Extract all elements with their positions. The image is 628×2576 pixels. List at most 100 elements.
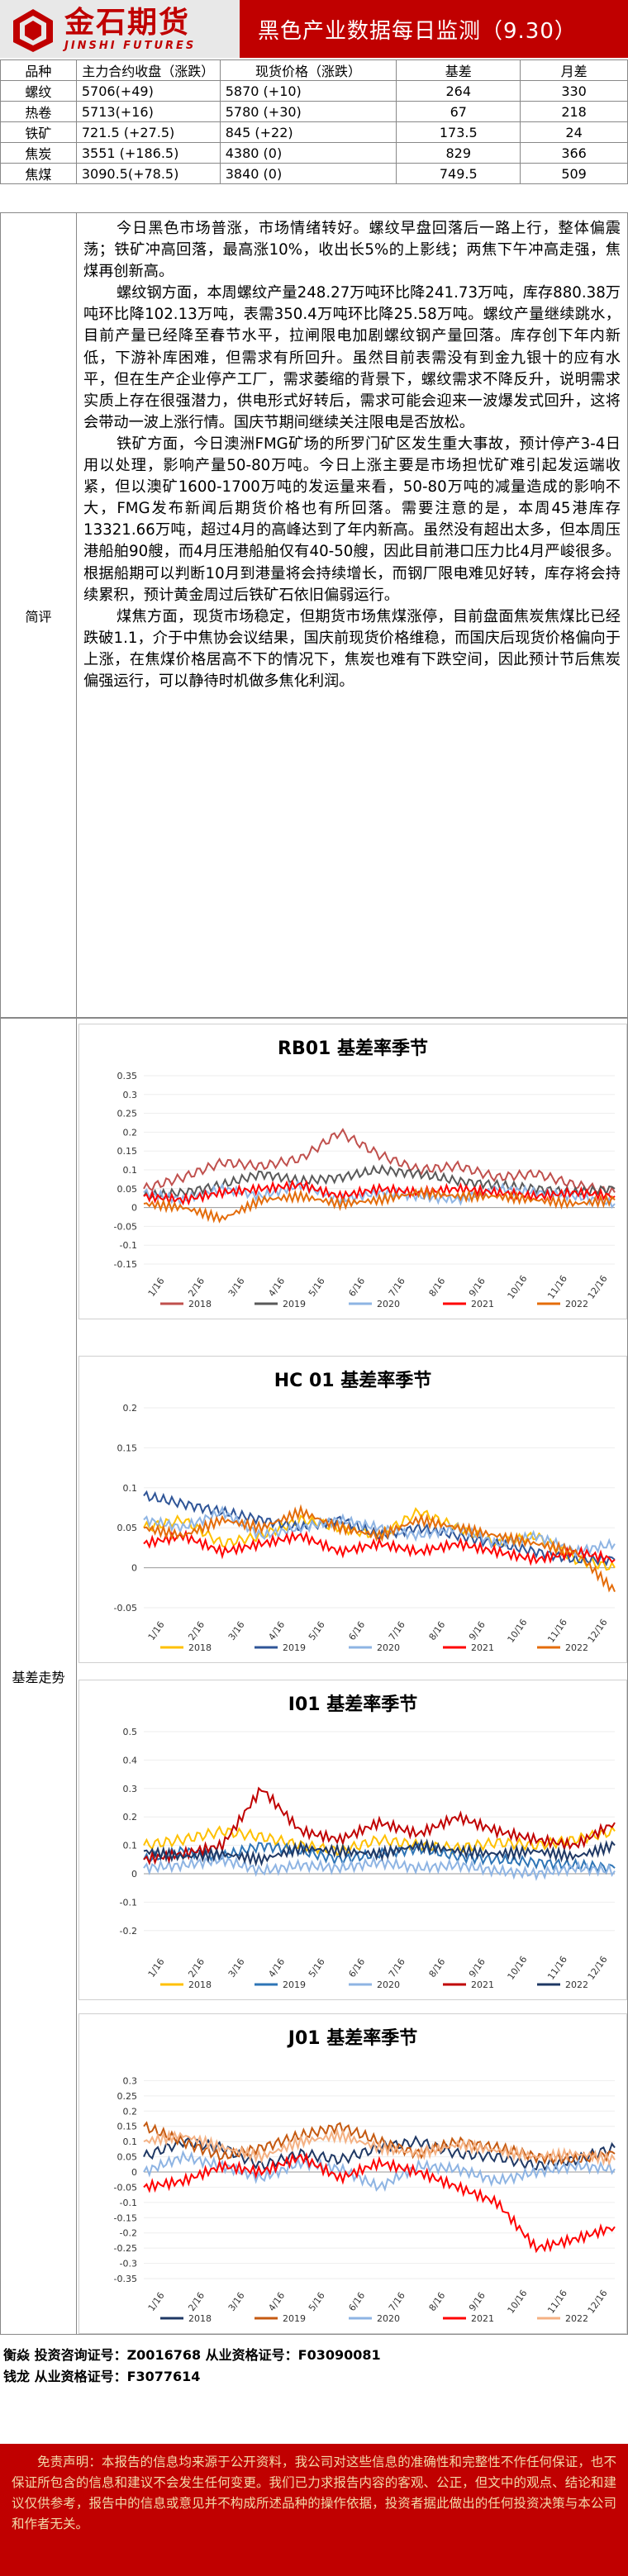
x-tick-label: 5/16 — [307, 1619, 327, 1642]
y-tick-label: 0 — [131, 2167, 137, 2178]
y-tick-label: 0.2 — [123, 1812, 138, 1823]
y-tick-label: -0.35 — [114, 2274, 137, 2284]
y-tick-label: -0.15 — [114, 1259, 137, 1270]
y-tick-label: 0.15 — [117, 2122, 138, 2132]
chart-title: RB01 基差率季节 — [278, 1038, 428, 1059]
x-tick-label: 6/16 — [346, 2290, 367, 2313]
x-tick-label: 1/16 — [146, 1276, 167, 1299]
y-tick-label: -0.3 — [120, 2259, 137, 2269]
report-title: 黑色产业数据每日监测（9.30） — [258, 18, 577, 44]
x-tick-label: 2/16 — [186, 1276, 207, 1299]
x-tick-label: 7/16 — [387, 1619, 407, 1642]
analyst-line: 钱龙 从业资格证号：F3077614 — [3, 2369, 201, 2384]
x-tick-label: 12/16 — [586, 1617, 610, 1644]
x-tick-label: 7/16 — [387, 1276, 407, 1299]
y-tick-label: 0.25 — [117, 1109, 138, 1119]
table-header-row: 品种 主力合约收盘（涨跌） 现货价格（涨跌） 基差 月差 — [0, 59, 628, 81]
chart-title: I01 基差率季节 — [288, 1694, 417, 1715]
y-tick-label: 0.15 — [117, 1146, 138, 1157]
series-line-2020 — [143, 2150, 616, 2193]
table-cell: 5870 (+10) — [219, 80, 397, 102]
table-cell: 热卷 — [0, 101, 77, 122]
table-cell: 5780 (+30) — [219, 101, 397, 122]
table-cell: 焦炭 — [0, 142, 77, 164]
table-cell: 749.5 — [396, 163, 521, 184]
column-header: 主力合约收盘（涨跌） — [75, 59, 221, 81]
y-tick-label: -0.05 — [114, 1221, 137, 1232]
y-tick-label: 0.35 — [117, 1071, 138, 1081]
charts-label: 基差走势 — [1, 1019, 77, 2334]
legend-label: 2022 — [565, 2313, 588, 2324]
table-row: 焦煤 3090.5(+78.5) 3840 (0) 749.5 509 — [0, 163, 628, 184]
x-tick-label: 3/16 — [226, 1619, 247, 1642]
rb01-basis-chart: RB01 基差率季节 0.35 0.3 0.25 0.2 0.15 0.1 0.05 0 -0.0… — [78, 1024, 627, 1319]
x-tick-label: 4/16 — [266, 1276, 287, 1299]
legend-label: 2021 — [471, 1980, 494, 1990]
y-tick-label: -0.2 — [120, 2228, 137, 2239]
y-tick-label: 0.2 — [123, 1127, 138, 1138]
y-tick-label: 0.2 — [123, 2106, 138, 2117]
x-tick-label: 8/16 — [427, 1276, 448, 1299]
commentary-paragraph: 煤焦方面，现货市场稳定，但期货市场焦煤涨停，目前盘面焦炭焦煤比已经跌破1.1，介… — [83, 607, 621, 690]
y-tick-label: 0.15 — [117, 1442, 138, 1453]
x-tick-label: 4/16 — [266, 1619, 287, 1642]
x-tick-label: 4/16 — [266, 1956, 287, 1980]
x-tick-label: 7/16 — [387, 2290, 407, 2313]
series-line-2018 — [143, 1825, 616, 1857]
x-tick-label: 11/16 — [545, 1617, 569, 1644]
series-line-2022 — [143, 1838, 616, 1867]
price-table: 品种 主力合约收盘（涨跌） 现货价格（涨跌） 基差 月差 螺纹 5706(+49… — [0, 59, 628, 184]
series-line-2020 — [143, 1504, 616, 1558]
y-tick-label: -0.1 — [120, 1240, 137, 1251]
table-cell: 3840 (0) — [219, 163, 397, 184]
i01-basis-chart: I01 基差率季节 0.5 0.4 0.3 0.2 0.1 0 -0.1 -0.2 1/16 2/1… — [78, 1680, 627, 2000]
y-tick-label: -0.05 — [114, 2182, 137, 2193]
series-line-2021 — [143, 1529, 616, 1566]
analyst-info: 衡焱 投资咨询证号：Z0016768 从业资格证号：F03090081 钱龙 从… — [3, 2345, 381, 2388]
table-cell: 509 — [520, 163, 628, 184]
x-tick-label: 1/16 — [146, 2290, 167, 2313]
legend-label: 2018 — [188, 2313, 212, 2324]
y-tick-label: -0.25 — [114, 2243, 137, 2254]
report-title-bar: 黑色产业数据每日监测（9.30） — [240, 0, 628, 58]
x-tick-label: 10/16 — [506, 1273, 530, 1300]
x-tick-label: 9/16 — [467, 1619, 488, 1642]
x-tick-label: 3/16 — [226, 2290, 247, 2313]
x-tick-label: 1/16 — [146, 1956, 167, 1980]
x-tick-label: 7/16 — [387, 1956, 407, 1980]
x-tick-label: 4/16 — [266, 2290, 287, 2313]
x-tick-label: 8/16 — [427, 2290, 448, 2313]
table-cell: 螺纹 — [0, 80, 77, 102]
table-row: 螺纹 5706(+49) 5870 (+10) 264 330 — [0, 80, 628, 102]
column-header: 现货价格（涨跌） — [219, 59, 397, 81]
chart-title: J01 基差率季节 — [287, 2027, 417, 2049]
legend-label: 2020 — [377, 1299, 400, 1309]
x-tick-label: 12/16 — [586, 1273, 610, 1300]
x-tick-label: 12/16 — [586, 1954, 610, 1981]
legend-label: 2022 — [565, 1299, 588, 1309]
table-cell: 366 — [520, 142, 628, 164]
chart-title: HC 01 基差率季节 — [274, 1370, 432, 1391]
y-tick-label: 0.1 — [123, 1165, 138, 1176]
legend-label: 2022 — [565, 1642, 588, 1653]
table-cell: 330 — [520, 80, 628, 102]
table-cell: 5706(+49) — [75, 80, 221, 102]
x-tick-label: 10/16 — [506, 1617, 530, 1644]
y-tick-label: 0.1 — [123, 2136, 138, 2147]
logo-english-name: JINSHI FUTURES — [64, 39, 197, 52]
legend-label: 2021 — [471, 2313, 494, 2324]
legend-label: 2020 — [377, 1642, 400, 1653]
series-line-2022 — [143, 2127, 616, 2167]
x-tick-label: 8/16 — [427, 1956, 448, 1980]
analyst-line: 衡焱 投资咨询证号：Z0016768 从业资格证号：F03090081 — [3, 2347, 381, 2363]
legend-label: 2022 — [565, 1980, 588, 1990]
legend-label: 2020 — [377, 2313, 400, 2324]
y-tick-label: 0.4 — [123, 1755, 138, 1766]
y-tick-label: -0.1 — [120, 1897, 137, 1908]
x-tick-label: 6/16 — [346, 1956, 367, 1980]
x-tick-label: 2/16 — [186, 2290, 207, 2313]
x-tick-label: 11/16 — [545, 1273, 569, 1300]
y-tick-label: 0 — [131, 1203, 137, 1214]
series-line-2018 — [143, 2135, 616, 2171]
basis-charts-section: 基差走势 RB01 基差率季节 0.35 0.3 0.25 0.2 0.15 0.1 0.05… — [0, 1018, 628, 2335]
